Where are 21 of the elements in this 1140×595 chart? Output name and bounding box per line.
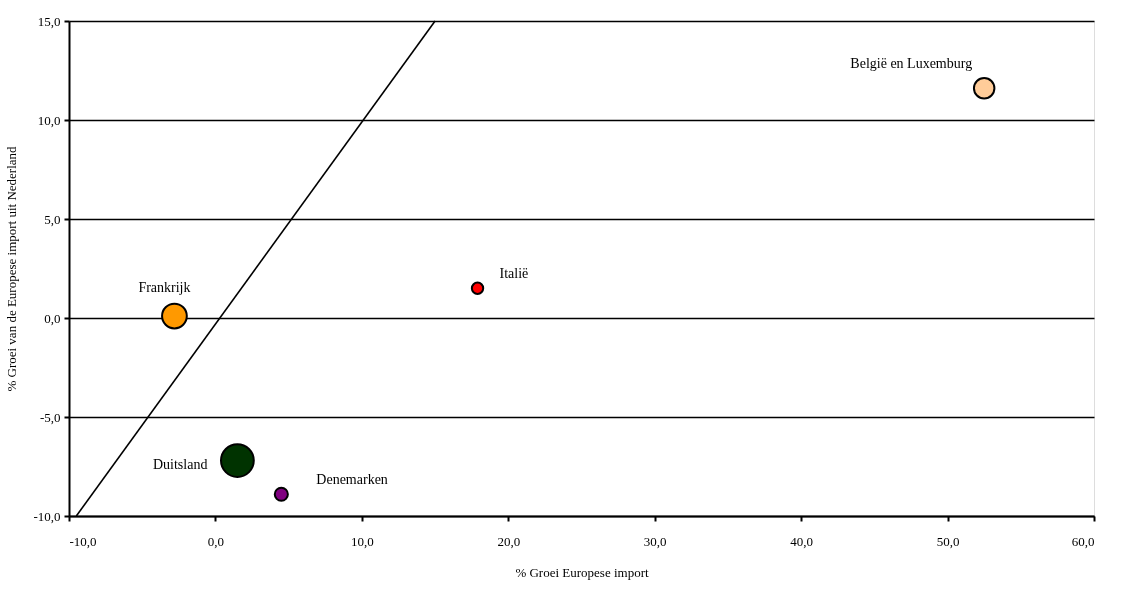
x-tick-label: 0,0 — [207, 533, 225, 549]
x-tick-label: 40,0 — [790, 533, 814, 549]
y-tick-label: 15,0 — [37, 13, 61, 29]
y-tick-label: 0,0 — [44, 310, 61, 326]
x-tick-label: 30,0 — [643, 533, 667, 549]
series-label: Italië — [499, 266, 529, 282]
x-tick-label: -10,0 — [69, 533, 97, 549]
y-axis-title: % Groei van de Europese import uit Nederland — [4, 145, 20, 392]
x-tick-label: 50,0 — [936, 533, 960, 549]
series-label: Frankrijk — [138, 280, 191, 296]
y-tick-label: -5,0 — [39, 409, 61, 425]
y-tick-label: 10,0 — [37, 112, 61, 128]
x-tick-label: 60,0 — [1071, 533, 1095, 549]
y-tick-label: 5,0 — [44, 211, 61, 227]
x-tick-label: 20,0 — [497, 533, 521, 549]
text: Denemarken — [316, 472, 388, 488]
series-label: Duitsland — [152, 456, 208, 472]
x-axis-title: % Groei Europese import — [515, 564, 649, 580]
x-tick-label: 10,0 — [350, 533, 374, 549]
series-label: België en Luxemburg — [850, 56, 973, 72]
y-tick-label: -10,0 — [33, 508, 61, 524]
